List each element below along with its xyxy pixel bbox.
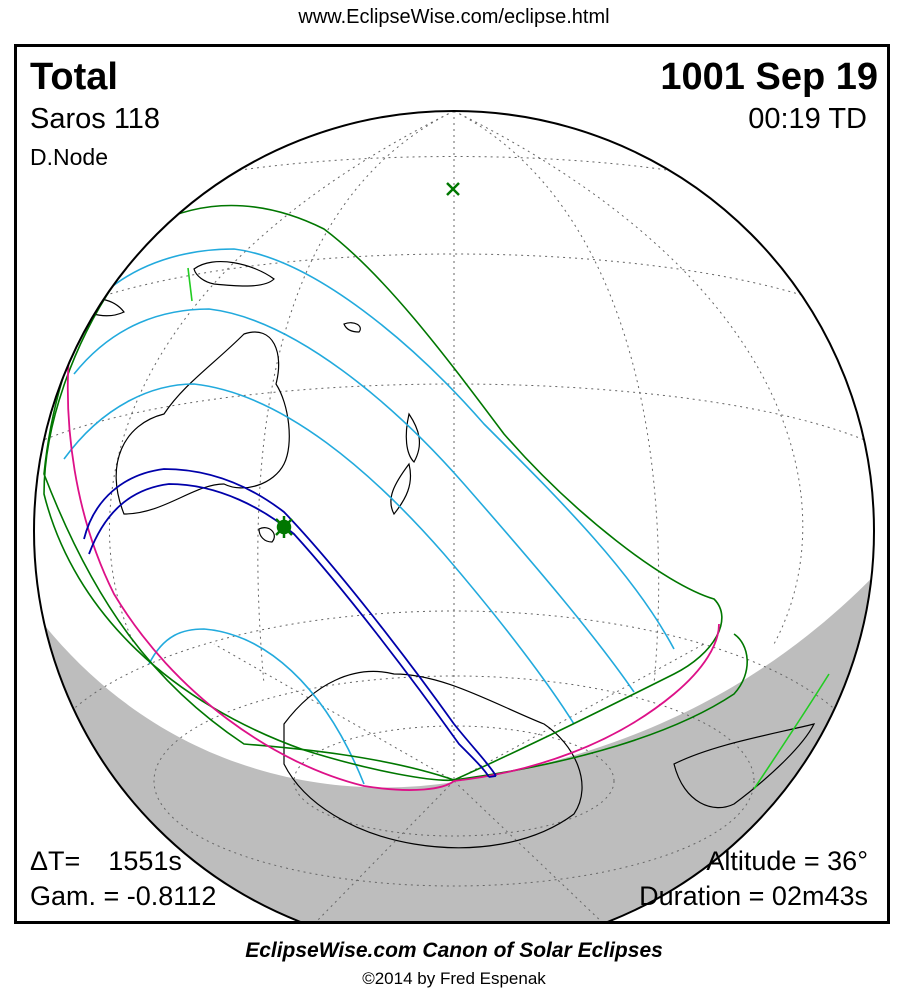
australia-outline — [115, 331, 290, 515]
night-shading — [34, 559, 874, 924]
penumbral-magnitude-curves — [63, 248, 675, 785]
altitude: Altitude = 36° — [706, 846, 868, 876]
south-america-outline — [673, 723, 816, 809]
saros-series: Saros 118 — [30, 103, 161, 135]
globe — [34, 111, 874, 924]
globe-outline — [33, 110, 875, 924]
eclipse-date: 1001 Sep 19 — [660, 56, 878, 98]
eclipse-map — [33, 110, 875, 924]
delta-t-label: ΔT= — [30, 846, 81, 876]
gamma: Gam. = -0.8112 — [30, 881, 217, 911]
pacific-islands-outline — [343, 322, 361, 333]
antarctica-outline — [283, 670, 583, 849]
delta-t: ΔT= 1551s — [30, 846, 182, 877]
penumbral-limits — [43, 204, 748, 782]
footer-copyright: ©2014 by Fred Espenak — [362, 969, 546, 988]
source-url[interactable]: www.EclipseWise.com/eclipse.html — [298, 6, 610, 28]
footer-title: EclipseWise.com Canon of Solar Eclipses — [245, 939, 663, 962]
max-eclipse-sunset-mark — [753, 673, 830, 790]
duration: Duration = 02m43s — [639, 881, 868, 911]
sunrise-sunset-curve — [66, 353, 720, 791]
max-eclipse-sunrise-mark — [187, 267, 193, 302]
tasmania-outline — [258, 527, 275, 543]
new-zealand-north-outline — [405, 412, 421, 463]
sub-solar-point-marker — [446, 182, 460, 196]
umbral-path — [83, 468, 497, 778]
new-guinea-outline — [193, 261, 275, 287]
eclipse-type: Total — [30, 56, 118, 98]
new-zealand-south-outline — [390, 462, 412, 516]
eclipse-time: 00:19 TD — [748, 103, 867, 135]
delta-t-value: 1551s — [108, 846, 182, 876]
greatest-eclipse-marker — [275, 516, 293, 538]
node-label: D.Node — [30, 144, 108, 170]
map-frame — [14, 44, 890, 924]
